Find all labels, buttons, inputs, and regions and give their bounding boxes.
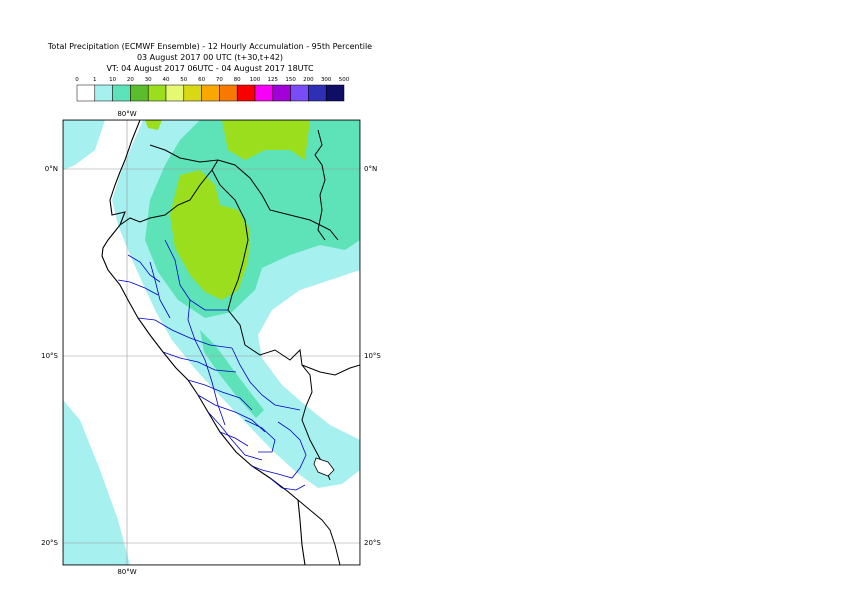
legend-tick-label: 40 — [163, 77, 170, 83]
lon-label-top: 80°W — [117, 110, 136, 118]
country-border-brazil-bolivia — [301, 364, 360, 376]
legend-tick-label: 200 — [303, 77, 314, 83]
regional-borders — [117, 239, 307, 491]
legend-tick-label: 50 — [180, 77, 187, 83]
lake-titicaca — [313, 457, 335, 477]
precip-light-ocean-west — [63, 120, 105, 170]
legend-tick-label: 20 — [127, 77, 134, 83]
legend-tick-label: 1 — [93, 77, 97, 83]
legend-tick-label: 500 — [339, 77, 350, 83]
precipitation-color-scale: 0 1 10 20 30 40 50 60 70 80 100 125 150 200 300 500 — [75, 77, 350, 102]
legend-tick-label: 80 — [234, 77, 241, 83]
lat-label-right-0n: 0°N — [364, 165, 377, 173]
country-border-colombia-brazil — [314, 129, 326, 241]
lat-label-left-0n: 0°N — [45, 165, 58, 173]
legend-tick-label: 10 — [109, 77, 116, 83]
legend-tick-label: 300 — [321, 77, 332, 83]
precip-heavy-area-central — [170, 170, 250, 300]
map-subtitle-run: 03 August 2017 00 UTC (t+30,t+42) — [136, 53, 284, 62]
coastline — [101, 120, 306, 565]
legend-tick-label: 150 — [285, 77, 296, 83]
lat-label-left-10s: 10°S — [41, 352, 58, 360]
precip-heavy-area-north — [222, 120, 310, 160]
country-border-ecuador-peru — [119, 159, 219, 226]
legend-tick-label: 70 — [216, 77, 223, 83]
precip-medium-strip — [200, 330, 264, 418]
lat-label-right-10s: 10°S — [364, 352, 381, 360]
lat-label-right-20s: 20°S — [364, 539, 381, 547]
country-border-peru-brazil — [211, 169, 331, 481]
legend-tick-label: 100 — [250, 77, 261, 83]
country-border-colombia-south — [149, 144, 339, 241]
legend-tick-label: 60 — [198, 77, 205, 83]
lon-label-bottom: 80°W — [117, 568, 136, 576]
precip-light-ocean-south — [63, 400, 130, 565]
legend-tick-label: 0 — [75, 77, 79, 83]
legend-tick-label: 30 — [145, 77, 152, 83]
map-title: Total Precipitation (ECMWF Ensemble) - 1… — [47, 42, 373, 51]
country-border-peru-chile — [297, 499, 341, 565]
precip-heavy-spot — [145, 120, 162, 130]
legend-color-swatch — [325, 84, 345, 102]
legend-tick-label: 125 — [268, 77, 279, 83]
lat-label-left-20s: 20°S — [41, 539, 58, 547]
map-subtitle-validity: VT: 04 August 2017 06UTC - 04 August 201… — [106, 64, 314, 73]
